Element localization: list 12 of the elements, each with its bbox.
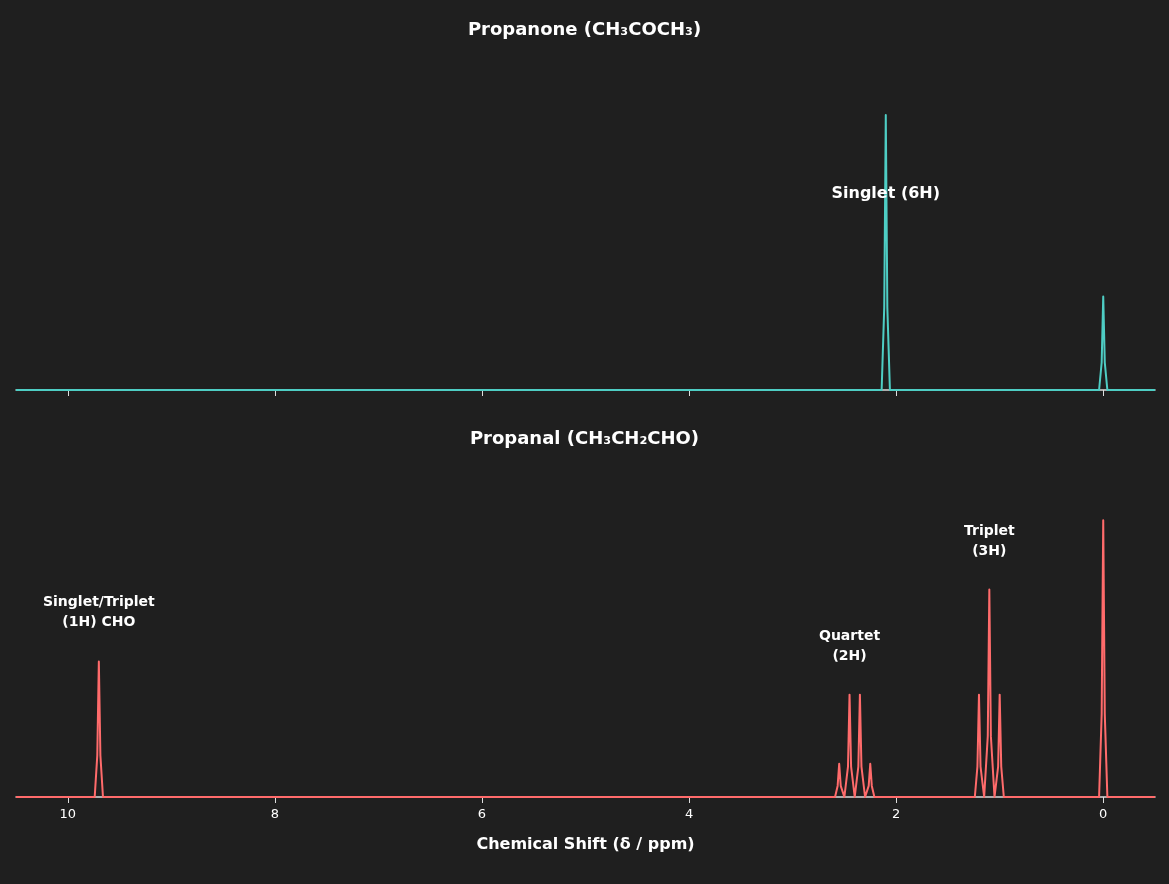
x-tick-label: 2 — [892, 806, 901, 821]
chart-title: Propanone (CH₃COCH₃) — [467, 17, 702, 39]
annotation: Quartet (2H) — [818, 626, 881, 663]
chart-title: Propanal (CH₃CH₂CHO) — [469, 426, 700, 448]
x-tick-label: 6 — [477, 806, 487, 821]
x-axis-title: Chemical Shift (δ / ppm) — [476, 833, 695, 853]
x-tick-label: 10 — [59, 806, 77, 821]
x-tick-label: 4 — [684, 806, 694, 821]
annotation: Triplet (3H) — [963, 521, 1015, 558]
annotation: Singlet/Triplet (1H) CHO — [42, 593, 155, 630]
x-tick-label: 0 — [1099, 806, 1108, 821]
x-tick-label: 8 — [270, 806, 279, 821]
